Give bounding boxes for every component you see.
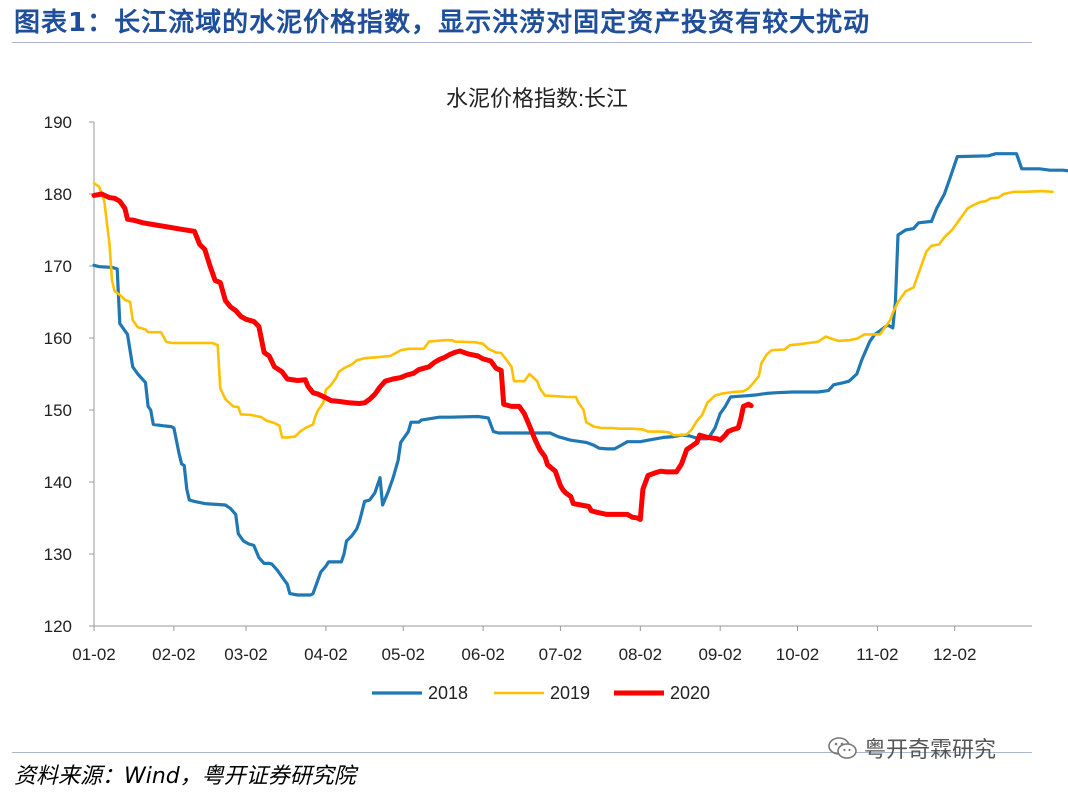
chart-legend: 2018 2019 2020	[372, 683, 710, 703]
y-tick-label: 190	[44, 113, 72, 132]
x-tick-label: 05-02	[381, 645, 424, 664]
watermark: 粤开奇霖研究	[828, 732, 996, 764]
x-tick-label: 12-02	[933, 645, 976, 664]
y-tick-label: 170	[44, 257, 72, 276]
legend-label-2019: 2019	[550, 683, 590, 703]
x-tick-label: 10-02	[776, 645, 819, 664]
x-tick-label: 04-02	[304, 645, 347, 664]
chart-title: 水泥价格指数:长江	[446, 86, 628, 111]
legend-label-2018: 2018	[428, 683, 468, 703]
wechat-icon	[828, 737, 857, 759]
x-tick-label: 11-02	[856, 645, 898, 664]
watermark-text: 粤开奇霖研究	[864, 738, 997, 763]
y-tick-label: 180	[44, 185, 72, 204]
source-divider	[12, 752, 1032, 753]
x-tick-label: 07-02	[539, 645, 582, 664]
series-line-2018	[92, 152, 1068, 597]
y-tick-label: 150	[44, 401, 72, 420]
title-divider	[12, 42, 1032, 43]
y-tick-label: 130	[44, 545, 72, 564]
y-tick-label: 120	[44, 617, 72, 636]
y-tick-label: 140	[44, 473, 72, 492]
x-tick-label: 01-02	[72, 645, 115, 664]
source-note: 资料来源：Wind，粤开证券研究院	[14, 764, 356, 789]
legend-label-2020: 2020	[670, 683, 710, 703]
series-line-2020	[91, 191, 754, 522]
figure-title: 图表1：长江流域的水泥价格指数，显示洪涝对固定资产投资有较大扰动	[14, 8, 871, 38]
y-tick-label: 160	[44, 329, 72, 348]
x-tick-label: 09-02	[698, 645, 741, 664]
x-tick-label: 03-02	[224, 645, 267, 664]
x-tick-label: 08-02	[619, 645, 662, 664]
chart-series	[91, 152, 1068, 597]
series-line-2019	[92, 181, 1054, 439]
x-tick-label: 06-02	[461, 645, 504, 664]
x-tick-label: 02-02	[152, 645, 195, 664]
cement-price-chart: 水泥价格指数:长江 120 130 140 150 160 170 180 190 01-02 0…	[44, 86, 1068, 703]
chart-axes: 120 130 140 150 160 170 180 190 01-02 02-02 03-02 0…	[44, 113, 1032, 664]
